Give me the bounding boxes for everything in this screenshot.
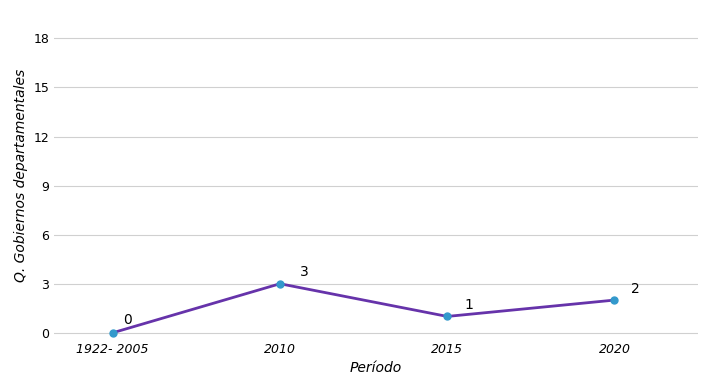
Text: 3: 3 [300,265,309,279]
Text: 0: 0 [122,313,132,327]
Text: 1: 1 [464,298,473,312]
Y-axis label: Q. Gobiernos departamentales: Q. Gobiernos departamentales [14,69,28,282]
X-axis label: Período: Período [350,361,402,375]
Text: 2: 2 [632,282,640,296]
